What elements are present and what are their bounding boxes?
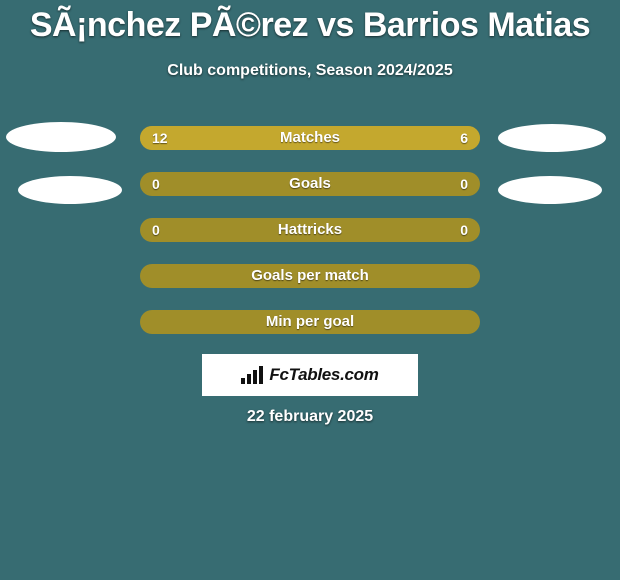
canvas: SÃ¡nchez PÃ©rez vs Barrios Matias Club c… — [0, 0, 620, 580]
stat-row: Matches 12 6 — [140, 126, 480, 150]
row-label: Goals per match — [251, 264, 369, 288]
stat-row: Hattricks 0 0 — [140, 218, 480, 242]
row-label: Matches — [280, 126, 340, 150]
stat-row: Goals per match — [140, 264, 480, 288]
source-badge: FcTables.com — [202, 354, 418, 396]
badge-text: FcTables.com — [269, 365, 378, 385]
placeholder-ellipse — [498, 176, 602, 204]
placeholder-ellipse — [498, 124, 606, 152]
row-label: Min per goal — [266, 310, 354, 334]
page-subtitle: Club competitions, Season 2024/2025 — [0, 62, 620, 80]
placeholder-ellipse — [6, 122, 116, 152]
row-label: Goals — [289, 172, 331, 196]
stat-row: Min per goal — [140, 310, 480, 334]
row-label: Hattricks — [278, 218, 342, 242]
value-right: 6 — [460, 126, 468, 150]
value-right: 0 — [460, 172, 468, 196]
stat-row: Goals 0 0 — [140, 172, 480, 196]
value-left: 0 — [152, 172, 160, 196]
placeholder-ellipse — [18, 176, 122, 204]
date-line: 22 february 2025 — [0, 408, 620, 426]
value-right: 0 — [460, 218, 468, 242]
value-left: 0 — [152, 218, 160, 242]
bar-chart-icon — [241, 366, 263, 384]
page-title: SÃ¡nchez PÃ©rez vs Barrios Matias — [0, 6, 620, 45]
value-left: 12 — [152, 126, 168, 150]
